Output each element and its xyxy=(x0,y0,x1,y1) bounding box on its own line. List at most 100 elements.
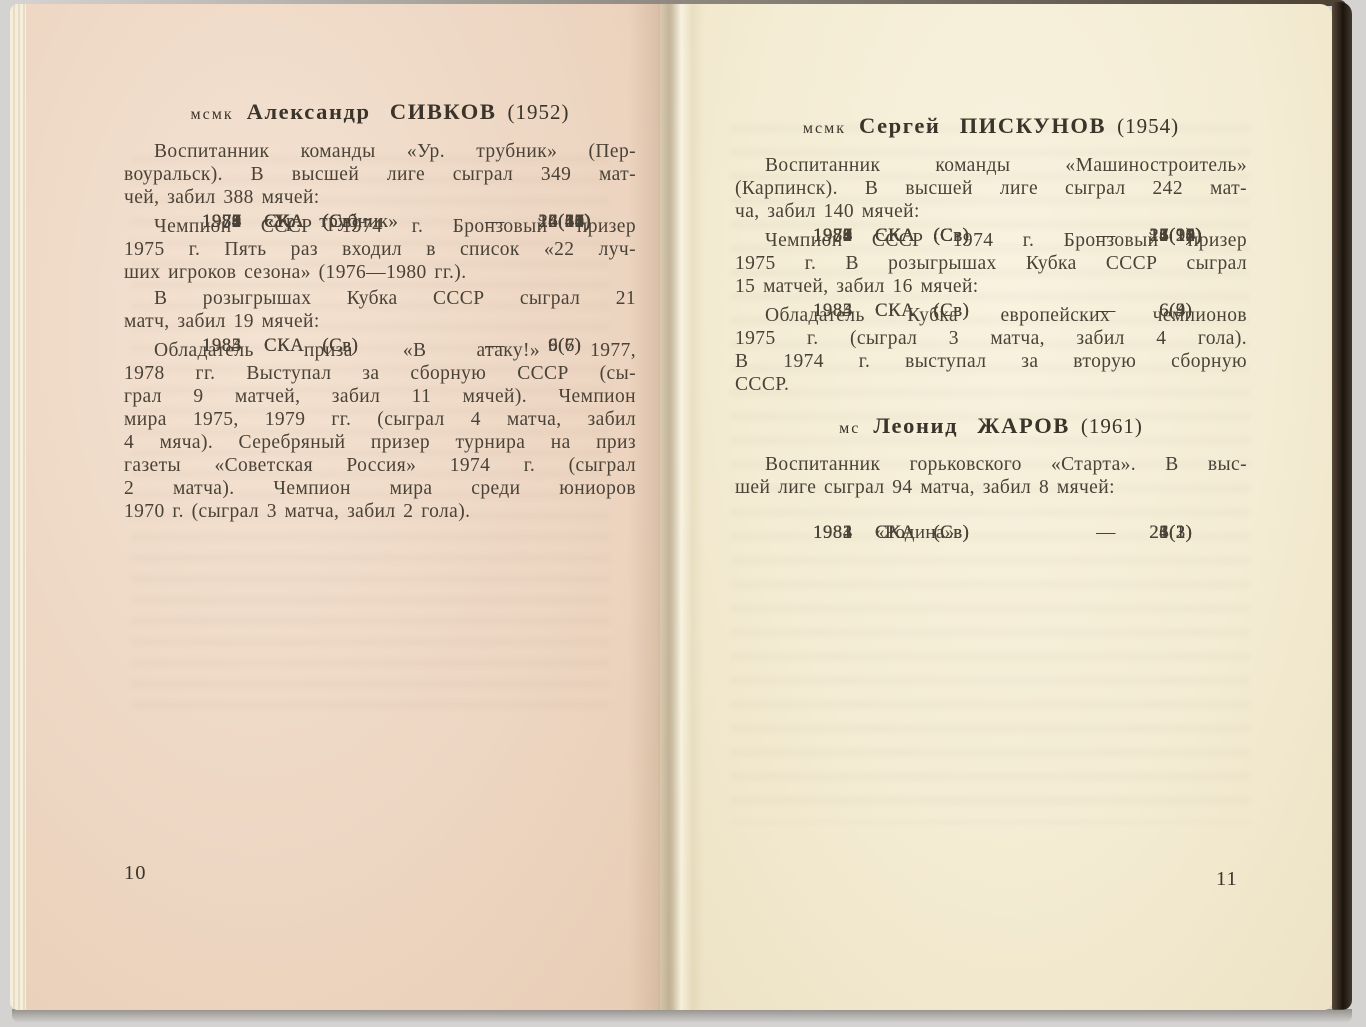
season-games: 6 xyxy=(1159,299,1169,321)
dash-separator: — xyxy=(1096,522,1116,543)
season-goals: (9) xyxy=(1169,224,1193,246)
player-birth-year: (1954) xyxy=(1117,114,1180,138)
dash-separator: — xyxy=(485,210,505,232)
bio-text-line: Чемпион СССР 1974 г. Бронзовый призер xyxy=(765,229,1247,251)
player-rank-label: мсмк xyxy=(190,106,234,123)
dash-separator: — xyxy=(1096,224,1116,246)
dash-separator: — xyxy=(485,334,505,356)
dash-separator: — xyxy=(1096,224,1116,246)
season-games: 24 xyxy=(1149,224,1169,246)
season-goals: (28) xyxy=(558,210,592,232)
dash-separator: — xyxy=(1096,224,1116,246)
dash-separator: — xyxy=(1096,224,1116,246)
bio-text-line: матч, забил 19 мячей: xyxy=(124,310,320,332)
season-goals: (14) xyxy=(1169,224,1203,246)
dash-separator: — xyxy=(1096,522,1116,543)
page-number: 11 xyxy=(1216,868,1238,890)
season-team: СКА (Св) xyxy=(264,334,359,356)
season-goals: (3) xyxy=(1169,522,1193,543)
season-goals: (1) xyxy=(1169,522,1193,543)
bio-text-line: грал 9 матчей, забил 11 мячей). Чемпион xyxy=(124,385,636,407)
season-games: 24 xyxy=(538,210,558,232)
season-team: СКА (Св) xyxy=(264,210,359,232)
season-team: СКА (Св) xyxy=(875,224,970,246)
player-birth-year: (1952) xyxy=(507,100,570,124)
season-games: 6 xyxy=(548,334,558,356)
bio-text-line: 1970 г. (сыграл 3 матча, забил 2 гола). xyxy=(124,500,471,522)
bio-text-line: 1975 г. (сыграл 3 матча, забил 4 гола). xyxy=(735,327,1247,349)
season-team: СКА (Св) xyxy=(875,299,970,321)
season-year: 1974 xyxy=(202,210,242,232)
season-goals: (26) xyxy=(558,210,592,232)
season-games: 6 xyxy=(1159,299,1169,321)
season-goals: (12) xyxy=(1169,224,1203,246)
season-team: «Ур. трубник» xyxy=(264,210,399,232)
player-heading: мсмк Александр СИВКОВ (1952) xyxy=(124,100,636,127)
season-year: 1982 xyxy=(813,522,853,543)
season-goals: (60) xyxy=(558,210,592,232)
bio-paragraph: Воспитанник команды «Машиностроитель» (Ка… xyxy=(735,154,1247,223)
bio-text-line: воуральск). В высшей лиге сыграл 349 мат… xyxy=(124,163,636,185)
season-goals: (10) xyxy=(1169,224,1203,246)
season-goals: (12) xyxy=(558,210,592,232)
bio-text-line: Воспитанник команды «Машиностроитель» xyxy=(765,154,1247,176)
season-games: 6 xyxy=(548,334,558,356)
season-year: 1983 xyxy=(813,522,853,543)
dash-separator: — xyxy=(1096,299,1116,321)
dash-separator: — xyxy=(485,210,505,232)
season-team: СКА (Св) xyxy=(264,210,359,232)
dash-separator: — xyxy=(1096,522,1116,543)
dash-separator: — xyxy=(1096,299,1116,321)
season-year: 1979 xyxy=(813,224,853,246)
season-games: 24 xyxy=(1149,522,1169,543)
season-team: «Родина» xyxy=(875,522,955,543)
bio-text-line: чей, забил 388 мячей: xyxy=(124,186,320,208)
season-goals: (16) xyxy=(1169,224,1203,246)
season-year: 1977 xyxy=(202,210,242,232)
season-goals: (9) xyxy=(1169,299,1193,321)
dash-separator: — xyxy=(485,210,505,232)
season-goals: (11) xyxy=(1169,224,1202,246)
season-year: 1984 xyxy=(813,299,853,321)
season-games: 25 xyxy=(538,210,558,232)
bio-text-line: 1975 г. В розыгрышах Кубка СССР сыграл xyxy=(735,252,1247,274)
bio-text-line: шей лиге сыграл 94 матча, забил 8 мячей: xyxy=(735,477,1115,498)
season-year: 1975 xyxy=(202,210,242,232)
season-year: 1974 xyxy=(813,224,853,246)
dash-separator: — xyxy=(485,210,505,232)
season-games: 26 xyxy=(538,210,558,232)
season-year: 1976 xyxy=(813,224,853,246)
season-team: СКА (Св) xyxy=(875,522,970,543)
season-games: 24 xyxy=(538,210,558,232)
season-goals: (21) xyxy=(558,210,592,232)
season-goals: (11) xyxy=(558,210,591,232)
season-goals: (24) xyxy=(558,210,592,232)
dash-separator: — xyxy=(1096,224,1116,246)
dash-separator: — xyxy=(1096,299,1116,321)
season-year: 1981 xyxy=(813,224,853,246)
season-team: СКА (Св) xyxy=(875,224,970,246)
stacked-page-edges xyxy=(10,4,26,1010)
book-bottom-shadow xyxy=(12,1009,1352,1023)
season-year: 1979 xyxy=(202,210,242,232)
dash-separator: — xyxy=(485,210,505,232)
season-games: 24 xyxy=(1149,224,1169,246)
season-team: СКА (Св) xyxy=(875,299,970,321)
season-team: СКА (Св) xyxy=(264,334,359,356)
season-goals: (6) xyxy=(558,334,582,356)
season-year: 1982 xyxy=(813,224,853,246)
dash-separator: — xyxy=(1096,224,1116,246)
season-games: 1 xyxy=(1159,224,1169,246)
season-team: СКА (Св) xyxy=(875,224,970,246)
season-goals: (40) xyxy=(558,210,592,232)
dash-separator: — xyxy=(485,210,505,232)
season-goals: (7) xyxy=(558,334,582,356)
season-year: 1984 xyxy=(813,522,853,543)
season-team: СКА (Св) xyxy=(264,210,359,232)
season-year: 1970 xyxy=(202,210,242,232)
left-page-content: мсмк Александр СИВКОВ (1952) Воспитанник ко… xyxy=(124,100,636,526)
season-games: 26 xyxy=(538,210,558,232)
dash-separator: — xyxy=(1096,522,1116,543)
season-goals: (44) xyxy=(558,210,592,232)
season-goals: (9) xyxy=(1169,224,1193,246)
